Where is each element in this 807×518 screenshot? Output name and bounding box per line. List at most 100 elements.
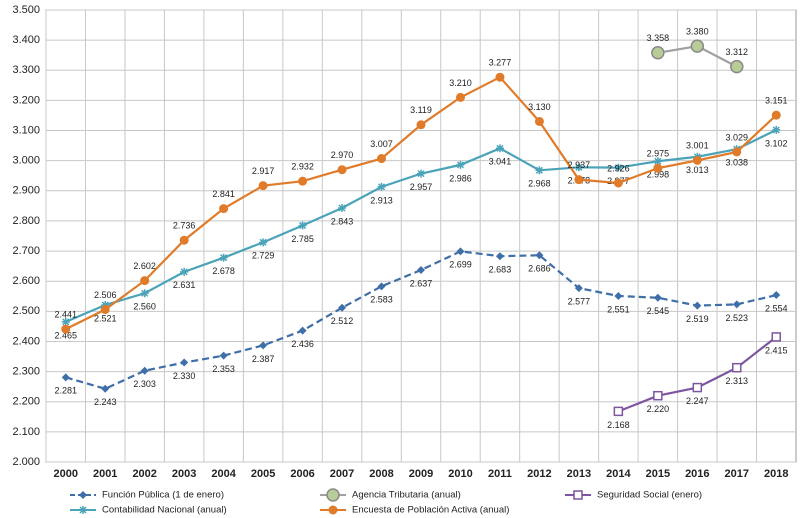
data-point — [180, 358, 189, 367]
value-label: 2.506 — [94, 290, 117, 300]
value-label: 2.415 — [765, 345, 788, 355]
data-point — [614, 163, 623, 172]
value-label: 2.243 — [94, 397, 117, 407]
data-point — [377, 182, 386, 191]
data-point — [692, 155, 702, 165]
data-point — [614, 291, 623, 300]
data-point — [613, 406, 624, 417]
data-point — [693, 301, 702, 310]
y-tick-label: 2.300 — [12, 366, 40, 378]
data-point — [732, 300, 741, 309]
data-point — [653, 293, 662, 302]
value-label: 2.441 — [54, 309, 77, 319]
data-point — [61, 317, 70, 326]
y-tick-label: 2.800 — [12, 215, 40, 227]
value-label: 2.247 — [686, 396, 709, 406]
x-tick-label: 2006 — [290, 468, 314, 480]
value-label: 2.699 — [449, 260, 472, 270]
value-label: 2.512 — [331, 316, 354, 326]
x-tick-label: 2018 — [764, 468, 788, 480]
data-point — [653, 163, 663, 173]
y-tick-label: 3.300 — [12, 64, 40, 76]
data-point — [338, 203, 347, 212]
y-tick-label: 2.700 — [12, 245, 40, 257]
data-point — [140, 289, 149, 298]
value-label: 2.519 — [686, 314, 709, 324]
data-point — [535, 166, 544, 175]
data-point — [456, 160, 465, 169]
data-point — [730, 59, 744, 74]
data-point — [179, 235, 189, 245]
data-point — [377, 154, 387, 164]
value-label: 3.013 — [686, 165, 709, 175]
value-label: 2.583 — [370, 295, 393, 305]
x-tick-label: 2015 — [646, 468, 670, 480]
y-tick-label: 2.000 — [12, 456, 40, 468]
x-tick-label: 2004 — [211, 468, 236, 480]
value-label: 2.313 — [726, 376, 749, 386]
data-point — [651, 46, 665, 60]
data-point — [61, 373, 70, 382]
data-point — [377, 282, 386, 291]
value-label: 3.007 — [370, 139, 393, 149]
value-label: 2.521 — [94, 313, 117, 323]
x-tick-label: 2002 — [132, 468, 156, 480]
value-label: 3.210 — [449, 78, 472, 88]
value-label: 3.119 — [410, 105, 432, 115]
value-label: 2.998 — [647, 170, 670, 180]
value-label: 2.631 — [173, 280, 196, 290]
x-tick-label: 2003 — [172, 468, 196, 480]
legend-label: Contabilidad Nacional (anual) — [102, 505, 227, 516]
data-point — [219, 351, 228, 360]
value-label: 2.917 — [252, 166, 275, 176]
x-tick-label: 2017 — [725, 468, 749, 480]
value-label: 2.602 — [133, 261, 156, 271]
value-label: 2.545 — [647, 306, 670, 316]
value-label: 3.038 — [726, 158, 749, 168]
value-label: 2.353 — [212, 364, 235, 374]
data-point — [692, 382, 703, 393]
value-label: 2.843 — [331, 216, 354, 226]
value-label: 3.001 — [686, 141, 709, 151]
x-tick-label: 2008 — [369, 468, 393, 480]
y-tick-label: 3.100 — [12, 124, 40, 136]
y-tick-label: 3.500 — [12, 4, 40, 16]
value-label: 2.465 — [54, 330, 77, 340]
y-tick-label: 2.900 — [12, 185, 40, 197]
data-point — [455, 92, 465, 102]
value-label: 2.937 — [568, 160, 591, 170]
legend-label: Encuesta de Población Activa (anual) — [352, 505, 509, 516]
data-point — [574, 284, 583, 293]
data-point — [180, 267, 189, 276]
value-label: 2.560 — [133, 302, 156, 312]
value-label: 2.736 — [173, 221, 196, 231]
value-label: 2.968 — [528, 179, 551, 189]
data-point — [101, 301, 110, 310]
data-point — [495, 252, 504, 261]
x-tick-label: 2013 — [567, 468, 591, 480]
y-tick-label: 2.200 — [12, 396, 40, 408]
data-point — [574, 175, 584, 185]
legend-label: Función Pública (1 de enero) — [102, 490, 224, 501]
data-point — [416, 120, 426, 130]
value-label: 3.312 — [726, 47, 749, 57]
value-label: 2.683 — [489, 265, 512, 275]
value-label: 2.729 — [252, 251, 275, 261]
value-label: 2.577 — [568, 297, 591, 307]
value-label: 2.168 — [607, 420, 630, 430]
x-tick-label: 2011 — [488, 468, 512, 480]
x-tick-label: 2007 — [330, 468, 354, 480]
legend-marker — [79, 491, 87, 499]
data-point — [140, 276, 150, 286]
y-tick-label: 2.500 — [12, 305, 40, 317]
y-tick-label: 3.200 — [12, 94, 40, 106]
value-label: 3.029 — [726, 132, 749, 142]
value-label: 2.986 — [449, 173, 472, 183]
legend-marker — [326, 488, 340, 502]
data-point — [100, 305, 110, 315]
x-tick-label: 2009 — [409, 468, 433, 480]
value-label: 2.387 — [252, 354, 275, 364]
legend-marker — [328, 505, 338, 515]
x-tick-label: 2000 — [53, 468, 77, 480]
value-label: 2.637 — [410, 278, 433, 288]
